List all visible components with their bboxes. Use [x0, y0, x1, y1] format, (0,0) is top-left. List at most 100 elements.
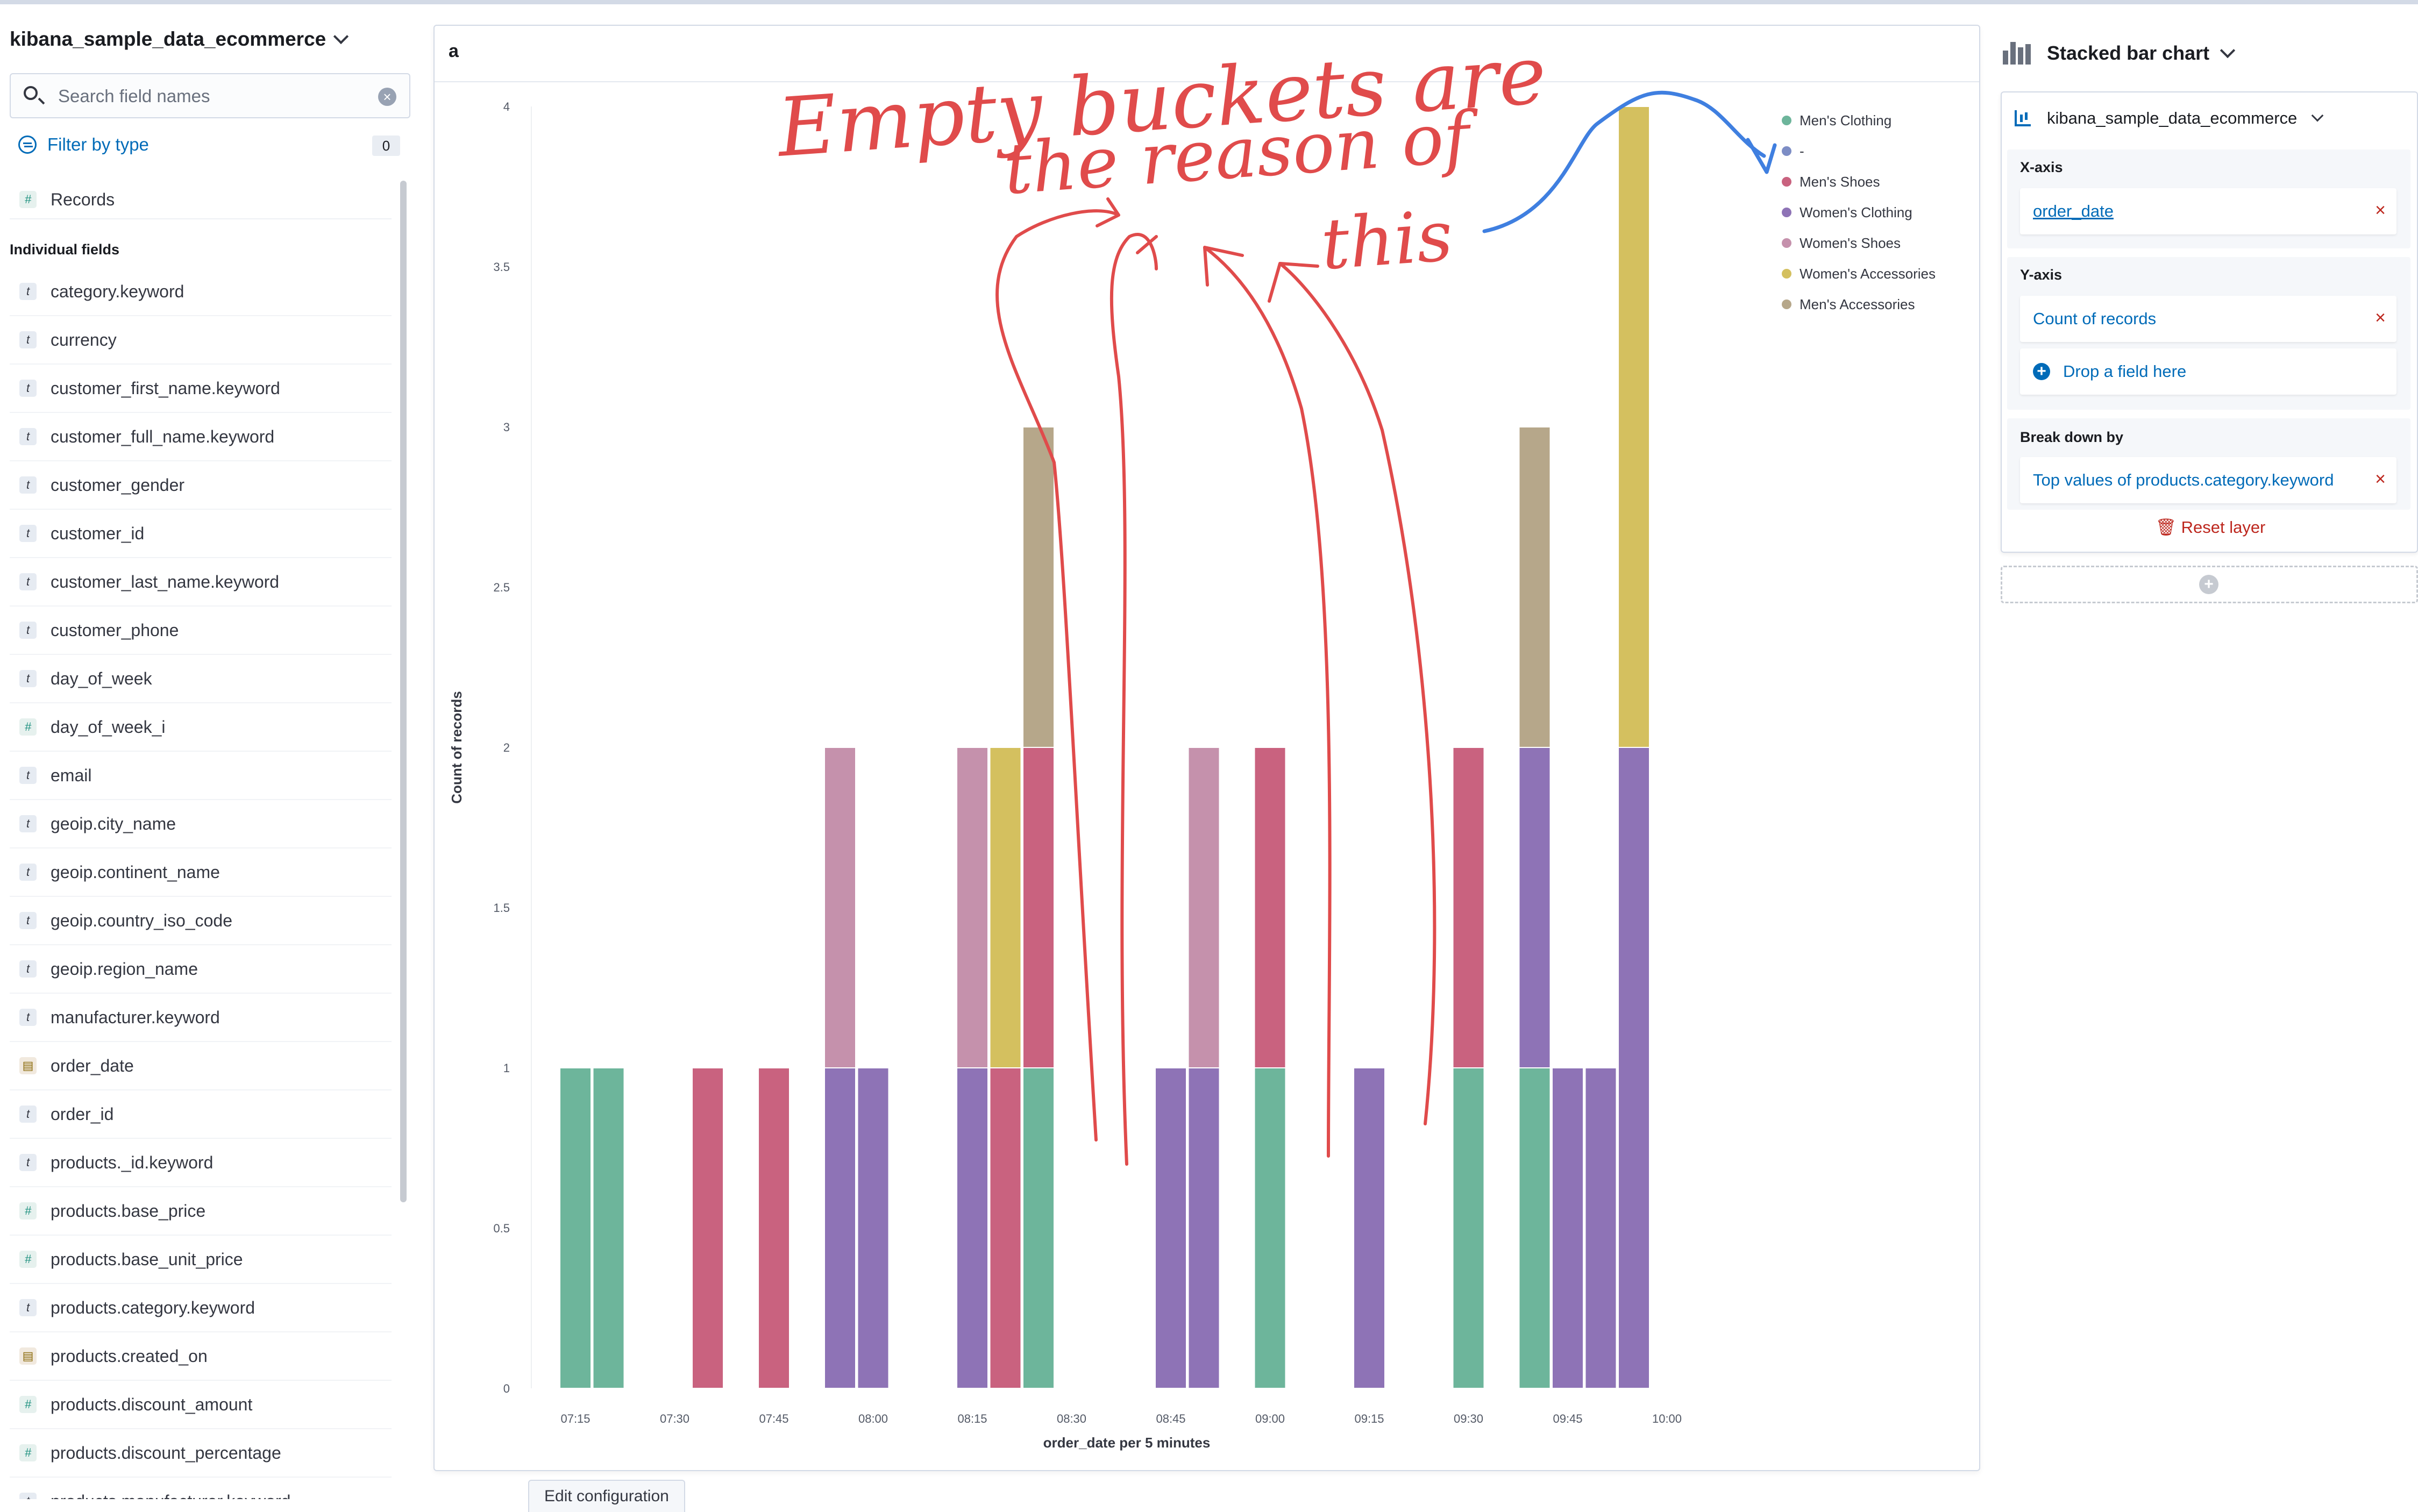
legend-swatch [1782, 269, 1791, 279]
bar-segment [1022, 747, 1055, 1068]
field-item[interactable]: t customer_last_name.keyword [10, 558, 392, 607]
field-name: customer_id [51, 523, 145, 543]
field-item[interactable]: t products.manufacturer.keyword [10, 1478, 392, 1499]
y-axis-dimension[interactable]: Count of records × [2020, 296, 2396, 342]
field-name: products.discount_amount [51, 1394, 253, 1414]
legend-label: Women's Clothing [1800, 204, 1912, 220]
field-item[interactable]: # products.discount_amount [10, 1381, 392, 1429]
x-tick-label: 09:15 [1354, 1412, 1384, 1425]
field-name: geoip.city_name [51, 814, 176, 833]
number-type-icon: # [19, 718, 37, 736]
add-layer-button[interactable]: + [2001, 566, 2418, 603]
x-axis-dimension[interactable]: order_date × [2020, 188, 2396, 234]
bar-segment [692, 1067, 724, 1389]
chart-type-label: Stacked bar chart [2047, 42, 2210, 64]
chevron-down-icon [2220, 42, 2236, 59]
bar-segment [1584, 1067, 1617, 1389]
string-type-icon: t [19, 525, 37, 542]
y-tick-label: 4 [503, 100, 510, 113]
field-item[interactable]: t order_id [10, 1090, 392, 1139]
remove-x-axis-icon[interactable]: × [2375, 200, 2386, 220]
legend-swatch [1782, 146, 1791, 156]
filter-icon [18, 135, 37, 154]
bar-segment [758, 1067, 790, 1389]
remove-breakdown-icon[interactable]: × [2375, 469, 2386, 489]
field-name: customer_first_name.keyword [51, 378, 280, 398]
number-type-icon: # [19, 1202, 37, 1219]
y-axis-group: Y-axis Count of records × + Drop a field… [2007, 257, 2410, 410]
field-name: day_of_week [51, 668, 152, 688]
field-item[interactable]: ▤ order_date [10, 1042, 392, 1090]
field-item[interactable]: t geoip.continent_name [10, 848, 392, 897]
bar-segment [1254, 1067, 1286, 1389]
legend-swatch [1782, 177, 1791, 187]
plus-icon: + [2033, 363, 2050, 380]
field-item[interactable]: t customer_full_name.keyword [10, 413, 392, 461]
field-item[interactable]: t customer_phone [10, 607, 392, 655]
drop-field-zone[interactable]: + Drop a field here [2020, 348, 2396, 395]
bar-segment [824, 747, 856, 1068]
field-item[interactable]: # day_of_week_i [10, 703, 392, 752]
layer-index-label: kibana_sample_data_ecommerce [2047, 109, 2298, 127]
string-type-icon: t [19, 573, 37, 590]
field-item[interactable]: # products.base_unit_price [10, 1236, 392, 1284]
config-panel: Stacked bar chart kibana_sample_data_eco… [2001, 32, 2418, 1484]
field-item[interactable]: t email [10, 752, 392, 800]
field-item[interactable]: t currency [10, 316, 392, 365]
sidebar-scrollbar[interactable] [400, 181, 407, 1202]
field-item[interactable]: t geoip.country_iso_code [10, 897, 392, 945]
edit-configuration-tab[interactable]: Edit configuration [528, 1480, 685, 1512]
x-tick-label: 07:30 [660, 1412, 689, 1425]
string-type-icon: t [19, 428, 37, 445]
remove-y-axis-icon[interactable]: × [2375, 308, 2386, 328]
bar-segment [592, 1067, 625, 1389]
field-item[interactable]: t customer_id [10, 510, 392, 558]
field-item[interactable]: t day_of_week [10, 655, 392, 703]
field-name: category.keyword [51, 281, 184, 301]
filter-by-type-label: Filter by type [47, 134, 149, 154]
field-item[interactable]: t geoip.region_name [10, 945, 392, 994]
index-pattern-selector[interactable]: kibana_sample_data_ecommerce [10, 28, 349, 51]
filter-by-type-button[interactable]: Filter by type [18, 134, 149, 155]
field-item[interactable]: t products.category.keyword [10, 1284, 392, 1332]
field-name: products.created_on [51, 1346, 208, 1366]
visualization-title[interactable]: a [449, 41, 459, 61]
x-axis-field[interactable]: order_date [2033, 202, 2114, 220]
bar-segment [1022, 426, 1055, 748]
clear-search-icon[interactable]: × [378, 88, 396, 106]
field-item[interactable]: ▤ products.created_on [10, 1332, 392, 1381]
field-item[interactable]: t customer_gender [10, 461, 392, 510]
field-item[interactable]: t manufacturer.keyword [10, 994, 392, 1042]
field-name: currency [51, 330, 117, 350]
bar-segment [989, 1067, 1022, 1389]
string-type-icon: t [19, 476, 37, 494]
field-item[interactable]: t category.keyword [10, 268, 392, 316]
bar-segment [1155, 1067, 1187, 1389]
field-item-records[interactable]: # Records [10, 181, 392, 219]
breakdown-dimension[interactable]: Top values of products.category.keyword … [2020, 457, 2396, 503]
top-border [0, 0, 2418, 4]
breakdown-field[interactable]: Top values of products.category.keyword [2033, 470, 2334, 489]
bar-segment [1187, 1067, 1220, 1389]
chart-type-selector[interactable]: Stacked bar chart [2003, 42, 2236, 65]
bar-segment [1187, 747, 1220, 1068]
field-name: geoip.region_name [51, 959, 198, 979]
bar-segment [956, 747, 988, 1068]
field-item[interactable]: # products.base_price [10, 1187, 392, 1236]
layer-index-selector[interactable]: kibana_sample_data_ecommerce [2015, 109, 2324, 128]
field-item[interactable]: t products._id.keyword [10, 1139, 392, 1187]
x-axis-title: order_date per 5 minutes [1043, 1435, 1211, 1451]
field-search-input[interactable] [57, 82, 360, 111]
field-name: customer_full_name.keyword [51, 426, 275, 446]
bar-segment [857, 1067, 890, 1389]
field-item[interactable]: t customer_first_name.keyword [10, 365, 392, 413]
trash-icon: 🗑 [2155, 518, 2177, 537]
field-name: customer_last_name.keyword [51, 572, 280, 591]
reset-layer-button[interactable]: 🗑 Reset layer [2002, 517, 2418, 537]
string-type-icon: t [19, 1299, 37, 1316]
string-type-icon: t [19, 1009, 37, 1026]
field-item[interactable]: t geoip.city_name [10, 800, 392, 848]
bar-segment [1518, 426, 1551, 748]
field-item[interactable]: # products.discount_percentage [10, 1429, 392, 1478]
y-axis-field[interactable]: Count of records [2033, 309, 2157, 328]
